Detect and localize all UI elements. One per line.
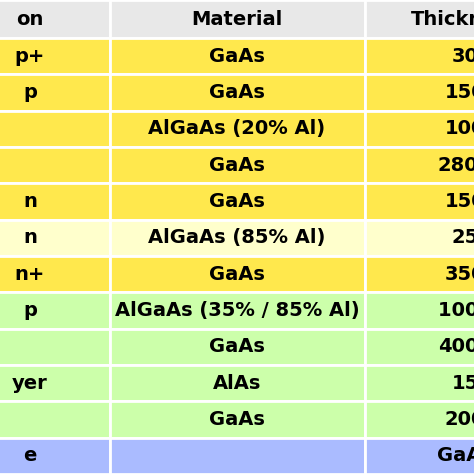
Bar (0, 38, 110, 74)
Bar (110, 328, 365, 365)
Bar (0, 147, 110, 183)
Bar (110, 438, 365, 474)
Bar (0, 328, 110, 365)
Bar (365, 183, 474, 219)
Text: 30: 30 (452, 46, 474, 66)
Text: 350: 350 (445, 264, 474, 283)
Text: GaAs: GaAs (209, 192, 265, 211)
Bar (110, 256, 365, 292)
Bar (365, 438, 474, 474)
Bar (110, 292, 365, 328)
Bar (365, 365, 474, 401)
Text: 100 /: 100 / (438, 301, 474, 320)
Bar (0, 0, 110, 38)
Text: 150: 150 (445, 83, 474, 102)
Text: AlGaAs (20% Al): AlGaAs (20% Al) (148, 119, 326, 138)
Text: yer: yer (12, 374, 48, 392)
Bar (110, 401, 365, 438)
Bar (0, 256, 110, 292)
Text: 2800: 2800 (438, 155, 474, 174)
Bar (365, 110, 474, 147)
Bar (110, 365, 365, 401)
Text: 200: 200 (445, 410, 474, 429)
Text: on: on (16, 9, 44, 28)
Bar (110, 38, 365, 74)
Bar (365, 328, 474, 365)
Bar (365, 401, 474, 438)
Text: 100: 100 (445, 119, 474, 138)
Bar (0, 110, 110, 147)
Text: GaAs: GaAs (209, 155, 265, 174)
Text: 25: 25 (451, 228, 474, 247)
Bar (0, 438, 110, 474)
Text: GaAs: GaAs (209, 410, 265, 429)
Text: AlGaAs (85% Al): AlGaAs (85% Al) (148, 228, 326, 247)
Bar (0, 292, 110, 328)
Text: Thickness: Thickness (410, 9, 474, 28)
Bar (0, 365, 110, 401)
Text: GaAs: GaAs (209, 83, 265, 102)
Bar (0, 183, 110, 219)
Text: p+: p+ (15, 46, 45, 66)
Text: n: n (23, 228, 37, 247)
Bar (0, 74, 110, 110)
Bar (110, 219, 365, 256)
Bar (110, 74, 365, 110)
Bar (365, 74, 474, 110)
Text: p: p (23, 83, 37, 102)
Bar (110, 110, 365, 147)
Bar (365, 256, 474, 292)
Text: AlGaAs (35% / 85% Al): AlGaAs (35% / 85% Al) (115, 301, 359, 320)
Bar (110, 147, 365, 183)
Text: n: n (23, 192, 37, 211)
Text: 150: 150 (445, 192, 474, 211)
Text: AlAs: AlAs (213, 374, 261, 392)
Bar (110, 183, 365, 219)
Text: GaAs: GaAs (209, 46, 265, 66)
Bar (365, 219, 474, 256)
Text: e: e (23, 447, 36, 465)
Bar (110, 0, 365, 38)
Bar (365, 38, 474, 74)
Text: Material: Material (191, 9, 283, 28)
Text: GaAs: GaAs (209, 264, 265, 283)
Text: 15: 15 (451, 374, 474, 392)
Bar (365, 0, 474, 38)
Text: GaAs: GaAs (437, 447, 474, 465)
Text: 4000: 4000 (438, 337, 474, 356)
Bar (365, 292, 474, 328)
Bar (0, 219, 110, 256)
Text: GaAs: GaAs (209, 337, 265, 356)
Text: n+: n+ (15, 264, 45, 283)
Bar (0, 401, 110, 438)
Text: p: p (23, 301, 37, 320)
Bar (365, 147, 474, 183)
